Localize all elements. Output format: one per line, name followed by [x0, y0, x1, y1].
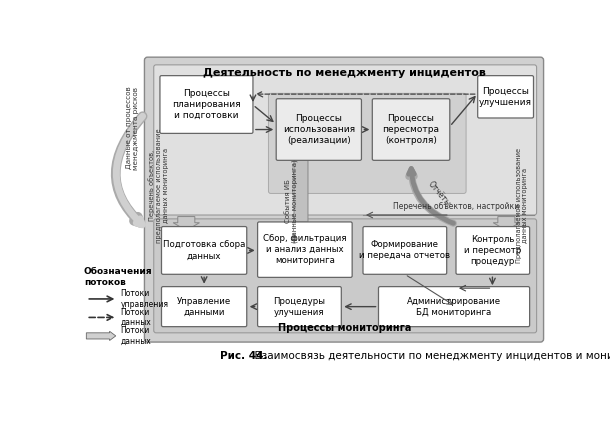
Text: Обозначения
потоков: Обозначения потоков [84, 266, 152, 287]
FancyBboxPatch shape [162, 227, 247, 274]
Text: Формирование
и передача отчетов: Формирование и передача отчетов [359, 241, 450, 261]
FancyBboxPatch shape [372, 99, 450, 160]
FancyArrow shape [289, 145, 312, 222]
Text: Процессы
использования
(реализации): Процессы использования (реализации) [283, 114, 355, 145]
FancyBboxPatch shape [257, 222, 352, 278]
Text: Предполагаемое использование
данных мониторинга: Предполагаемое использование данных мони… [515, 147, 528, 263]
FancyBboxPatch shape [154, 219, 537, 333]
Text: Потоки
данных: Потоки данных [120, 326, 151, 346]
Text: Процессы
планирования
и подготовки: Процессы планирования и подготовки [172, 89, 241, 120]
FancyArrow shape [87, 331, 116, 340]
FancyBboxPatch shape [268, 94, 466, 193]
Text: Подготовка сбора
данных: Подготовка сбора данных [163, 241, 245, 261]
Text: Потоки
управления: Потоки управления [120, 289, 168, 309]
FancyBboxPatch shape [145, 57, 544, 342]
Text: Процессы
улучшения: Процессы улучшения [479, 87, 532, 107]
Text: Сбор, фильтрация
и анализ данных
мониторинга: Сбор, фильтрация и анализ данных монитор… [263, 234, 346, 265]
Text: Отчёты: Отчёты [426, 179, 452, 208]
Text: Процессы
пересмотра
(контроля): Процессы пересмотра (контроля) [382, 114, 440, 145]
Text: Администрирование
БД мониторинга: Администрирование БД мониторинга [407, 297, 501, 317]
Text: Перечень объектов,
предполагаемое использование
данных мониторинга: Перечень объектов, предполагаемое исполь… [148, 128, 168, 243]
Text: Взаимосвязь деятельности по менеджменту инцидентов и мониторингу: Взаимосвязь деятельности по менеджменту … [248, 351, 610, 361]
Text: Деятельность по менеджменту инцидентов: Деятельность по менеджменту инцидентов [203, 68, 486, 78]
Text: Управление
данными: Управление данными [177, 297, 231, 317]
Text: Процедуры
улучшения: Процедуры улучшения [273, 297, 326, 317]
Text: Потоки
данных: Потоки данных [120, 308, 151, 327]
FancyBboxPatch shape [154, 65, 537, 215]
FancyBboxPatch shape [456, 227, 529, 274]
FancyBboxPatch shape [160, 76, 253, 133]
Text: События ИБ
(данные мониторинга): События ИБ (данные мониторинга) [285, 159, 298, 243]
FancyBboxPatch shape [378, 286, 529, 327]
FancyBboxPatch shape [162, 286, 247, 327]
Text: Рис. 44.: Рис. 44. [220, 351, 267, 361]
FancyBboxPatch shape [257, 286, 342, 327]
Text: Процессы мониторинга: Процессы мониторинга [279, 323, 412, 333]
FancyArrow shape [493, 217, 520, 230]
Text: Перечень объектов, настройки: Перечень объектов, настройки [393, 202, 519, 211]
Text: Данные от процессов
менеджмента рисков: Данные от процессов менеджмента рисков [126, 87, 138, 170]
FancyBboxPatch shape [363, 227, 447, 274]
FancyBboxPatch shape [276, 99, 362, 160]
FancyBboxPatch shape [478, 76, 534, 118]
FancyArrow shape [173, 217, 199, 230]
Text: Контроль
и пересмотр
процедур: Контроль и пересмотр процедур [464, 235, 522, 266]
